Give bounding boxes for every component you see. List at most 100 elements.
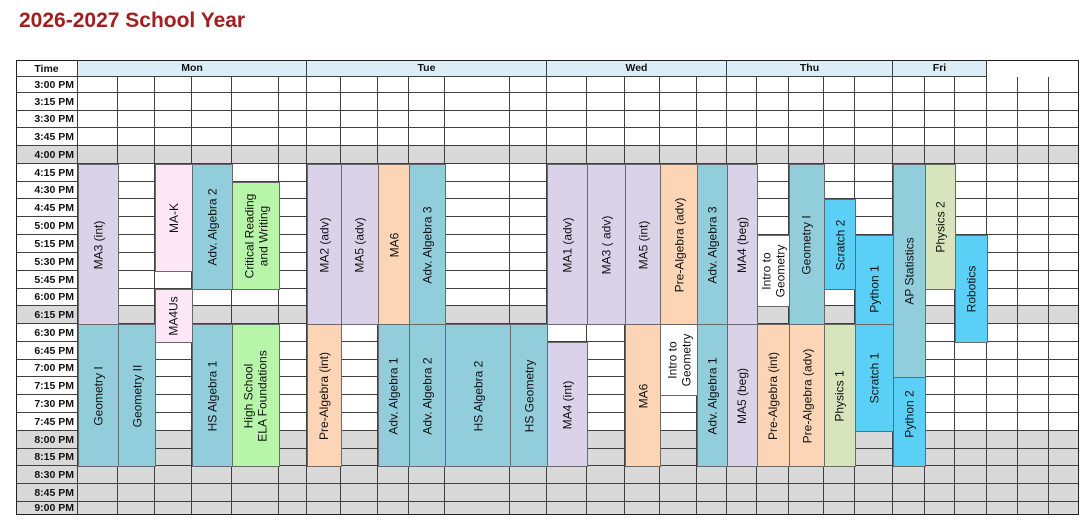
grid-cell: [547, 93, 587, 111]
time-label: 3:15 PM: [16, 93, 78, 111]
class-block[interactable]: MA3 ( adv): [587, 164, 626, 325]
class-block[interactable]: High School ELA Foundations: [232, 324, 280, 467]
class-block[interactable]: Adv. Algebra 2: [409, 324, 446, 467]
class-block[interactable]: MA4 (int): [547, 342, 588, 467]
grid-cell: [378, 146, 409, 164]
grid-cell: [660, 146, 697, 164]
grid-cell: [1018, 93, 1049, 111]
class-block[interactable]: MA2 (adv): [307, 164, 342, 325]
grid-cell: [1049, 342, 1079, 360]
class-block[interactable]: Scratch 2: [824, 199, 856, 290]
grid-cell: [587, 484, 625, 502]
grid-cell: [232, 164, 279, 182]
class-block[interactable]: MA-K: [155, 164, 193, 272]
grid-cell: [409, 466, 445, 484]
class-block[interactable]: Geometry I: [78, 324, 119, 467]
class-block[interactable]: Geometry II: [118, 324, 156, 467]
class-block[interactable]: MA5 (beg): [727, 324, 758, 467]
grid-cell: [192, 146, 232, 164]
grid-cell: [697, 484, 727, 502]
class-block[interactable]: MA1 (adv): [547, 164, 588, 325]
class-label: HS Algebra 1: [205, 360, 220, 431]
grid-cell: [1049, 431, 1079, 449]
grid-cell: [118, 164, 155, 182]
class-block[interactable]: Adv. Algebra 3: [697, 164, 728, 325]
grid-cell: [378, 502, 409, 515]
grid-cell: [893, 77, 925, 93]
grid-cell: [987, 182, 1018, 199]
class-block[interactable]: Pre-Algebra (adv): [789, 324, 825, 467]
grid-cell: [955, 164, 987, 182]
class-block[interactable]: Adv. Algebra 3: [409, 164, 446, 325]
grid-cell: [625, 466, 660, 484]
class-block[interactable]: Intro to Geometry: [757, 235, 790, 307]
grid-cell: [279, 502, 307, 515]
grid-cell: [697, 466, 727, 484]
grid-cell: [855, 77, 893, 93]
class-block[interactable]: MA5 (adv): [341, 164, 379, 325]
grid-cell: [855, 502, 893, 515]
grid-cell: [1018, 217, 1049, 235]
class-block[interactable]: Adv. Algebra 2: [192, 164, 233, 290]
class-block[interactable]: Scratch 1: [855, 324, 894, 432]
grid-cell: [445, 111, 510, 128]
class-block[interactable]: MA3 (int): [78, 164, 119, 325]
class-block[interactable]: Adv. Algebra 1: [378, 324, 410, 467]
class-block[interactable]: AP Statistics: [893, 164, 926, 378]
grid-cell: [893, 466, 925, 484]
time-label: 4:00 PM: [16, 146, 78, 164]
class-block[interactable]: MA5 (int): [625, 164, 661, 325]
grid-cell: [757, 306, 789, 324]
grid-cell: [409, 77, 445, 93]
class-block[interactable]: HS Geometry: [510, 324, 548, 467]
day-header-mon: Mon: [78, 61, 307, 77]
grid-cell: [660, 77, 697, 93]
grid-cell: [727, 502, 757, 515]
grid-cell: [987, 128, 1018, 146]
class-block[interactable]: Pre-Algebra (adv): [660, 164, 698, 325]
grid-cell: [1049, 466, 1079, 484]
class-block[interactable]: Intro to Geometry: [660, 324, 698, 396]
grid-cell: [510, 217, 547, 235]
grid-cell: [1018, 466, 1049, 484]
class-block[interactable]: Geometry I: [789, 164, 825, 325]
class-block[interactable]: MA4 (beg): [727, 164, 758, 325]
grid-cell: [307, 93, 341, 111]
grid-cell: [727, 484, 757, 502]
grid-cell: [824, 306, 855, 324]
class-label: Python 1: [867, 265, 882, 313]
grid-cell: [510, 235, 547, 253]
class-block[interactable]: Critical Reading and Writing: [232, 182, 280, 290]
grid-cell: [625, 77, 660, 93]
grid-cell: [118, 111, 155, 128]
class-label: Pre-Algebra (int): [317, 351, 332, 440]
class-label: MA-K: [167, 203, 181, 233]
grid-cell: [155, 466, 192, 484]
class-block[interactable]: Physics 2: [925, 164, 956, 290]
class-block[interactable]: MA6: [378, 164, 410, 325]
grid-cell: [987, 306, 1018, 324]
grid-cell: [1018, 484, 1049, 502]
class-block[interactable]: Adv. Algebra 1: [697, 324, 728, 467]
grid-cell: [824, 111, 855, 128]
grid-cell: [1049, 146, 1079, 164]
grid-cell: [955, 431, 987, 449]
class-label: MA3 ( adv): [599, 215, 614, 274]
class-block[interactable]: Pre-Algebra (int): [757, 324, 790, 467]
class-block[interactable]: Physics 1: [824, 324, 856, 467]
grid-cell: [510, 111, 547, 128]
grid-cell: [855, 111, 893, 128]
grid-cell: [855, 182, 893, 199]
class-label: MA2 (adv): [317, 216, 332, 273]
grid-cell: [660, 128, 697, 146]
class-block[interactable]: MA4Us: [155, 289, 193, 343]
class-block[interactable]: HS Algebra 1: [192, 324, 233, 467]
grid-cell: [307, 502, 341, 515]
class-label: Physics 1: [833, 369, 848, 422]
class-block[interactable]: MA6: [625, 324, 661, 467]
grid-cell: [955, 484, 987, 502]
class-block[interactable]: HS Algebra 2: [445, 324, 511, 467]
class-block[interactable]: Robotics: [955, 235, 988, 343]
class-label: MA4 (beg): [735, 216, 750, 273]
class-block[interactable]: Pre-Algebra (int): [307, 324, 342, 467]
